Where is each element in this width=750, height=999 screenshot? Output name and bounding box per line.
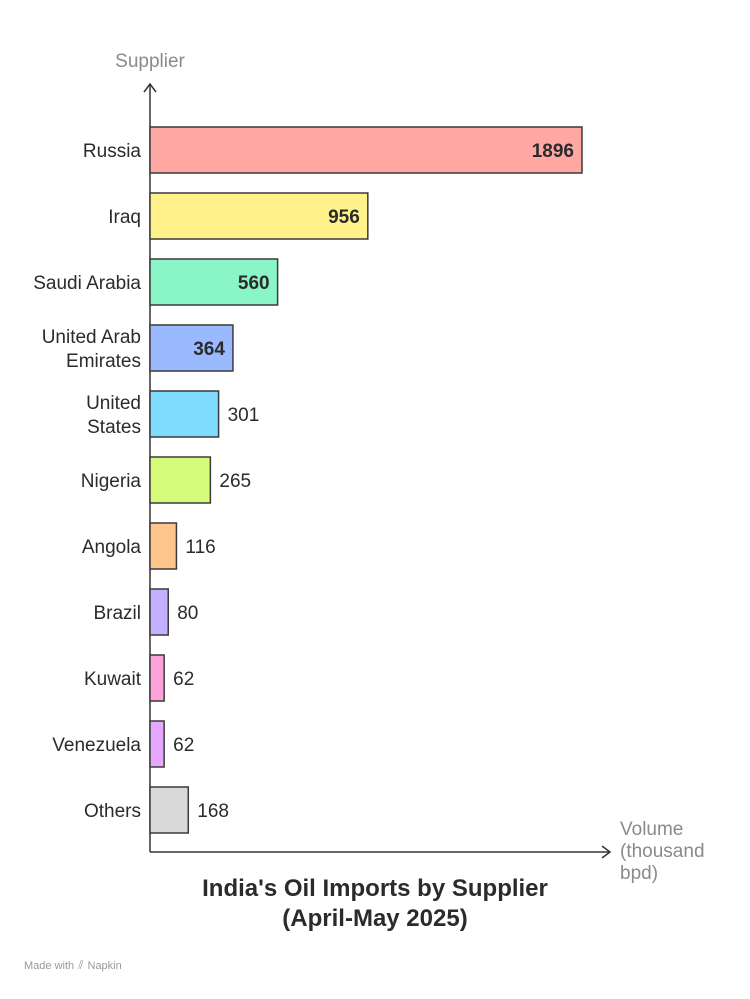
category-label-6: Angola [82,537,142,558]
category-label-3: United Arab Emirates [42,327,141,372]
chart-title: India's Oil Imports by Supplier (April-M… [0,874,750,934]
category-label-4: United States [86,393,141,438]
category-label-0: Russia [83,141,142,162]
value-label-10: 168 [197,801,229,822]
brand-label: Napkin [87,959,122,972]
bar-0 [149,126,583,174]
value-label-4: 301 [228,405,260,426]
bar-7 [149,588,169,636]
value-label-9: 62 [173,735,194,756]
category-label-1: Iraq [108,207,141,228]
category-label-10: Others [84,801,141,822]
category-label-8: Kuwait [84,669,142,690]
bar-9 [149,720,165,768]
napkin-logo-icon: ⫽ [78,958,84,972]
value-label-2: 560 [238,273,270,294]
category-label-7: Brazil [93,603,141,624]
labels: Supplier Volume (thousand bpd) 1896 Russia 956… [33,51,704,884]
value-label-1: 956 [328,207,360,228]
x-axis-arrow-icon [601,845,612,859]
chart-title-line-1: India's Oil Imports by Supplier [202,875,548,902]
bar-3 [149,324,234,372]
bar-6 [149,522,178,570]
bar-4 [149,390,220,438]
x-axis-label: Volume (thousand bpd) [620,819,705,884]
bar-2 [149,258,279,306]
value-label-7: 80 [177,603,198,624]
category-label-5: Nigeria [81,471,142,492]
category-label-9: Venezuela [52,735,141,756]
made-with-label: Made with [24,959,75,972]
value-label-8: 62 [173,669,194,690]
bar-10 [149,786,190,834]
value-label-5: 265 [219,471,251,492]
bar-1 [149,192,369,240]
value-label-3: 364 [193,339,225,360]
value-label-6: 116 [185,537,215,558]
bars [149,126,583,834]
bar-5 [149,456,212,504]
footer-watermark: Made with ⫽ Napkin [24,958,122,973]
y-axis-label: Supplier [115,51,185,72]
category-label-2: Saudi Arabia [33,273,141,294]
value-label-0: 1896 [532,141,574,162]
y-axis-arrow-icon [143,82,157,93]
bar-8 [149,654,165,702]
chart-title-line-2: (April-May 2025) [282,905,468,932]
